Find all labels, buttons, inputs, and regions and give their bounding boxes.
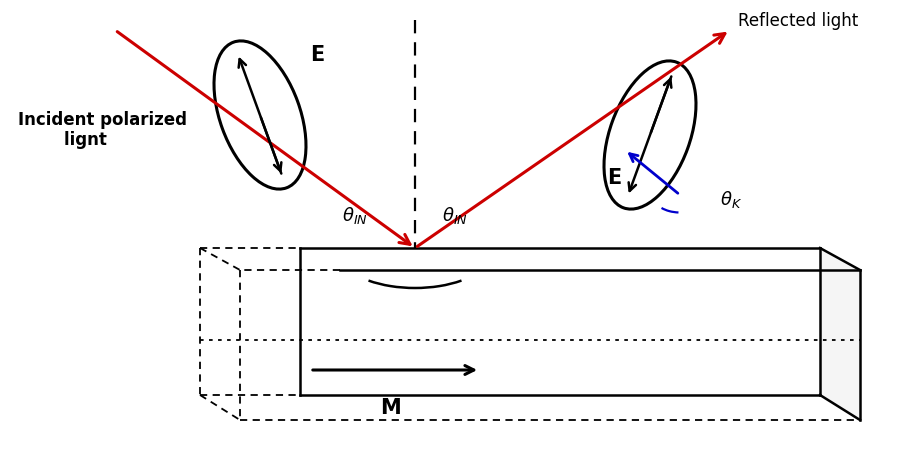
Text: $\theta_{IN}$: $\theta_{IN}$ [442,204,468,226]
Text: $\theta_{IN}$: $\theta_{IN}$ [342,204,368,226]
Polygon shape [820,248,860,420]
Text: $\mathbf{M}$: $\mathbf{M}$ [379,398,400,418]
Text: Incident polarized
        lignt: Incident polarized lignt [18,110,187,149]
Text: $\mathbf{E}$: $\mathbf{E}$ [310,45,324,65]
Polygon shape [300,248,860,270]
Polygon shape [300,248,820,395]
Text: $\mathbf{E}$: $\mathbf{E}$ [607,168,622,188]
Text: $\theta_{K}$: $\theta_{K}$ [720,190,742,210]
Text: Reflected light: Reflected light [738,12,858,30]
